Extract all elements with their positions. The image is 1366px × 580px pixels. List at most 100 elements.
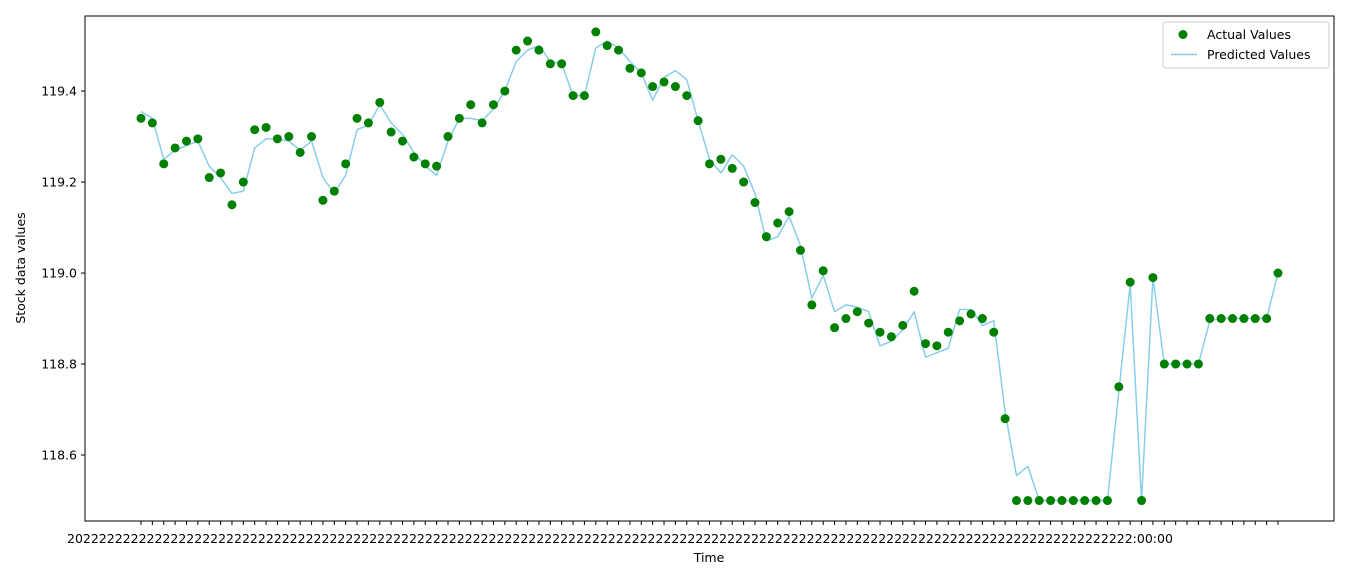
- actual-value-point: [1171, 359, 1181, 369]
- actual-value-point: [318, 195, 328, 205]
- actual-value-point: [1011, 496, 1021, 506]
- actual-value-point: [204, 173, 214, 183]
- actual-value-point: [545, 59, 555, 69]
- legend-label-actual-values: Actual Values: [1207, 27, 1291, 42]
- actual-value-point: [534, 45, 544, 55]
- axes-frame: [84, 15, 1335, 522]
- y-tick-label: 119.4: [41, 84, 77, 99]
- actual-value-point: [1137, 496, 1147, 506]
- actual-value-point: [261, 122, 271, 132]
- actual-value-point: [784, 207, 794, 217]
- actual-value-point: [488, 100, 498, 110]
- actual-value-point: [159, 159, 169, 169]
- y-tick-label: 119.0: [41, 266, 77, 281]
- actual-value-point: [398, 136, 408, 146]
- actual-value-point: [1023, 496, 1033, 506]
- actual-value-point: [750, 198, 760, 208]
- actual-value-point: [1159, 359, 1169, 369]
- actual-value-point: [727, 163, 737, 173]
- actual-value-point: [773, 218, 783, 228]
- actual-value-point: [886, 332, 896, 342]
- actual-value-point: [511, 45, 521, 55]
- actual-value-point: [1262, 314, 1272, 324]
- actual-value-point: [1205, 314, 1215, 324]
- actual-value-point: [614, 45, 624, 55]
- actual-value-point: [807, 300, 817, 310]
- actual-value-point: [898, 320, 908, 330]
- actual-value-point: [568, 91, 578, 101]
- actual-value-point: [1125, 277, 1135, 287]
- actual-value-point: [864, 318, 874, 328]
- actual-value-point: [341, 159, 351, 169]
- actual-value-point: [852, 307, 862, 317]
- x-axis-label: Time: [693, 550, 725, 565]
- actual-value-point: [705, 159, 714, 169]
- actual-value-point: [682, 91, 692, 101]
- actual-value-point: [909, 286, 919, 296]
- actual-value-point: [1193, 359, 1203, 369]
- actual-value-point: [170, 143, 180, 153]
- actual-value-point: [921, 339, 931, 349]
- actual-value-point: [1148, 273, 1158, 283]
- actual-value-point: [636, 68, 646, 78]
- x-tick-labels: 2022222222222222222222222222222222222222…: [67, 531, 1173, 546]
- plot-area: [136, 27, 1283, 506]
- y-tick-label: 118.6: [41, 448, 77, 463]
- actual-value-point: [284, 132, 294, 142]
- actual-value-point: [670, 82, 680, 92]
- actual-value-point: [932, 341, 942, 351]
- axes: 118.6 118.8 119.0 119.2 119.4 202222222222222…: [41, 15, 1335, 546]
- actual-value-point: [352, 113, 362, 123]
- actual-value-point: [966, 309, 976, 319]
- actual-value-point: [875, 327, 885, 337]
- y-axis-label: Stock data values: [13, 212, 28, 323]
- predicted-values-line: [140, 40, 1279, 502]
- actual-value-point: [557, 59, 567, 69]
- actual-value-point: [579, 91, 589, 101]
- actual-value-point: [477, 118, 487, 128]
- legend: Actual Values Predicted Values: [1162, 21, 1330, 69]
- actual-value-point: [830, 323, 840, 333]
- actual-value-point: [523, 36, 533, 46]
- actual-value-point: [432, 161, 442, 171]
- y-tick-label: 119.2: [41, 175, 77, 190]
- actual-value-point: [329, 186, 339, 196]
- actual-value-point: [1239, 314, 1249, 324]
- actual-value-point: [136, 113, 146, 123]
- actual-value-point: [193, 134, 203, 144]
- legend-box: [1162, 21, 1330, 69]
- actual-value-point: [1000, 414, 1010, 424]
- actual-value-point: [363, 118, 373, 128]
- actual-value-point: [1102, 496, 1112, 506]
- actual-value-point: [989, 327, 999, 337]
- actual-value-point: [693, 116, 703, 126]
- actual-value-point: [443, 132, 453, 142]
- actual-value-point: [943, 327, 953, 337]
- actual-value-point: [841, 314, 851, 324]
- legend-marker-actual-values: [1178, 30, 1188, 39]
- actual-value-point: [500, 86, 510, 96]
- actual-value-point: [386, 127, 396, 137]
- actual-value-point: [1068, 496, 1078, 506]
- actual-value-point: [1182, 359, 1192, 369]
- actual-value-point: [1250, 314, 1260, 324]
- actual-value-point: [1216, 314, 1226, 324]
- actual-value-point: [659, 77, 669, 87]
- y-tick-label: 118.8: [41, 357, 77, 372]
- actual-value-point: [238, 177, 248, 187]
- actual-value-point: [1228, 314, 1238, 324]
- actual-value-point: [454, 113, 464, 123]
- actual-value-point: [307, 132, 317, 142]
- actual-value-point: [716, 154, 726, 164]
- actual-value-point: [420, 159, 430, 169]
- actual-value-point: [1114, 382, 1124, 392]
- actual-value-point: [955, 316, 965, 326]
- legend-label-predicted-values: Predicted Values: [1207, 47, 1311, 62]
- actual-value-point: [761, 232, 771, 242]
- actual-value-point: [795, 245, 805, 255]
- actual-value-point: [739, 177, 749, 187]
- actual-value-point: [1273, 268, 1283, 278]
- actual-value-point: [602, 41, 612, 51]
- actual-value-point: [375, 97, 385, 107]
